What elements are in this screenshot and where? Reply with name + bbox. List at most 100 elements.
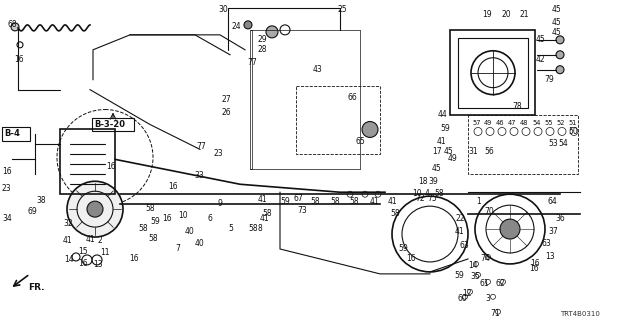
Text: 8: 8 xyxy=(258,224,263,233)
Text: 74: 74 xyxy=(480,254,490,263)
Text: 58: 58 xyxy=(248,224,258,233)
Text: 45: 45 xyxy=(552,18,562,27)
Circle shape xyxy=(244,21,252,29)
Text: 51: 51 xyxy=(568,119,577,125)
Text: 12: 12 xyxy=(462,289,472,298)
Text: 58: 58 xyxy=(145,204,155,213)
Text: 22: 22 xyxy=(455,214,465,223)
Text: 58: 58 xyxy=(262,209,271,218)
Text: 55: 55 xyxy=(544,119,552,125)
Text: 59: 59 xyxy=(150,217,160,226)
Text: 64: 64 xyxy=(548,197,557,206)
Text: 79: 79 xyxy=(544,75,554,84)
Text: 17: 17 xyxy=(432,148,442,156)
Text: 41: 41 xyxy=(63,236,72,245)
Text: 41: 41 xyxy=(388,197,397,206)
Text: 40: 40 xyxy=(185,227,195,236)
Text: 42: 42 xyxy=(536,55,546,64)
Text: 40: 40 xyxy=(195,239,205,248)
Text: 63: 63 xyxy=(542,239,552,248)
Bar xyxy=(60,130,115,194)
Text: 9: 9 xyxy=(218,199,223,208)
Text: 69: 69 xyxy=(27,207,36,216)
Text: 35: 35 xyxy=(470,272,480,281)
Text: 16: 16 xyxy=(78,259,88,268)
Text: 6: 6 xyxy=(208,214,213,223)
Circle shape xyxy=(556,66,564,74)
Text: 29: 29 xyxy=(257,35,267,44)
Text: 23: 23 xyxy=(2,184,12,193)
Text: 36: 36 xyxy=(555,214,564,223)
Text: 16: 16 xyxy=(406,254,415,263)
Text: 54: 54 xyxy=(532,119,541,125)
Text: B-3-20: B-3-20 xyxy=(94,119,125,129)
Text: 45: 45 xyxy=(432,164,442,173)
Text: 58: 58 xyxy=(310,197,319,206)
Text: 14: 14 xyxy=(468,261,477,270)
Text: 45: 45 xyxy=(444,148,454,156)
Circle shape xyxy=(87,201,103,217)
Text: 66: 66 xyxy=(348,92,358,102)
Text: 56: 56 xyxy=(484,148,493,156)
Text: 58: 58 xyxy=(434,189,444,198)
Text: 58: 58 xyxy=(349,197,358,206)
Text: 41: 41 xyxy=(258,195,268,204)
Circle shape xyxy=(266,26,278,38)
Text: 58: 58 xyxy=(148,234,157,243)
Text: 16: 16 xyxy=(2,167,12,176)
Text: 7: 7 xyxy=(175,244,180,253)
Text: 59: 59 xyxy=(280,197,290,206)
Text: 25: 25 xyxy=(338,5,348,14)
Text: 62: 62 xyxy=(495,279,504,288)
Text: 41: 41 xyxy=(455,227,465,236)
Text: 73: 73 xyxy=(297,206,307,215)
Text: 23: 23 xyxy=(214,149,223,158)
Text: 16: 16 xyxy=(106,162,116,171)
Text: 49: 49 xyxy=(448,154,458,164)
Text: 38: 38 xyxy=(36,196,45,205)
Bar xyxy=(458,38,528,108)
Text: 16: 16 xyxy=(530,259,540,268)
Text: 16: 16 xyxy=(14,55,24,64)
Text: 27: 27 xyxy=(222,95,232,104)
Text: 63: 63 xyxy=(460,241,470,250)
Bar xyxy=(250,30,252,169)
Text: 37: 37 xyxy=(548,227,557,236)
Bar xyxy=(92,117,134,132)
Text: 13: 13 xyxy=(93,260,102,269)
Text: 2: 2 xyxy=(97,236,102,245)
Text: 75: 75 xyxy=(427,194,436,203)
Text: 30: 30 xyxy=(218,5,228,14)
Circle shape xyxy=(556,36,564,44)
Text: 10: 10 xyxy=(412,189,422,198)
Text: 60: 60 xyxy=(457,294,467,303)
Text: 45: 45 xyxy=(552,5,562,14)
Text: 77: 77 xyxy=(196,142,205,151)
Bar xyxy=(2,127,30,141)
Text: 41: 41 xyxy=(437,137,447,147)
Text: 49: 49 xyxy=(484,119,492,125)
Text: 26: 26 xyxy=(222,108,232,116)
Text: 59: 59 xyxy=(398,244,408,253)
Text: 39: 39 xyxy=(428,177,438,186)
Circle shape xyxy=(11,23,19,31)
Text: FR.: FR. xyxy=(28,283,45,292)
Text: 1: 1 xyxy=(476,197,481,206)
Text: B-4: B-4 xyxy=(4,130,20,139)
Text: 45: 45 xyxy=(552,28,562,37)
Text: 48: 48 xyxy=(520,119,529,125)
Bar xyxy=(450,30,535,115)
Text: 53: 53 xyxy=(548,140,557,148)
Text: 16: 16 xyxy=(129,254,139,263)
Text: 43: 43 xyxy=(313,65,323,74)
Text: 13: 13 xyxy=(545,252,555,261)
Text: 16: 16 xyxy=(529,264,539,273)
Text: 45: 45 xyxy=(536,35,546,44)
Text: 15: 15 xyxy=(78,247,88,256)
Text: 77: 77 xyxy=(247,58,257,67)
Text: 10: 10 xyxy=(178,211,188,220)
Text: 57: 57 xyxy=(472,119,481,125)
Circle shape xyxy=(67,181,123,237)
Text: 28: 28 xyxy=(257,45,266,54)
Text: 65: 65 xyxy=(355,137,365,147)
